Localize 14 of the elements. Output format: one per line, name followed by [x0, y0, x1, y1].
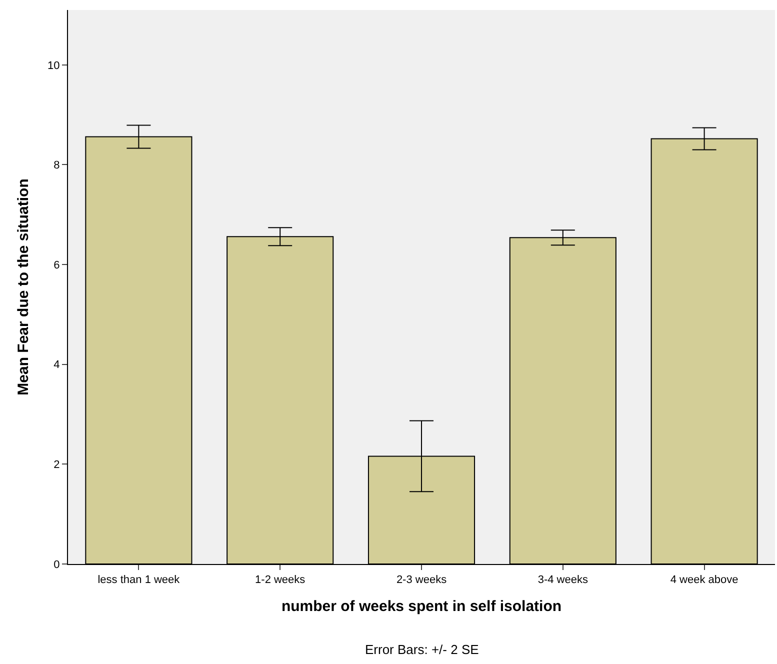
y-tick-label: 6: [54, 259, 60, 272]
x-tick-label: 1-2 weeks: [255, 574, 306, 586]
x-tick-label: 3-4 weeks: [538, 574, 588, 586]
y-tick-label: 8: [54, 160, 60, 172]
x-axis-title: number of weeks spent in self isolation: [281, 598, 562, 616]
y-axis-title: Mean Fear due to the situation: [14, 178, 32, 396]
x-tick-label: 2-3 weeks: [396, 574, 448, 586]
y-tick-label: 0: [54, 558, 60, 571]
text: Error Bars: +/- 2 SE: [365, 642, 480, 657]
x-tick-label: less than 1 week: [98, 574, 180, 586]
x-tick-label: 4 week above: [670, 574, 738, 586]
y-tick-label: 10: [48, 60, 60, 72]
y-tick-label: 4: [54, 359, 60, 372]
y-tick-label: 2: [54, 459, 60, 472]
